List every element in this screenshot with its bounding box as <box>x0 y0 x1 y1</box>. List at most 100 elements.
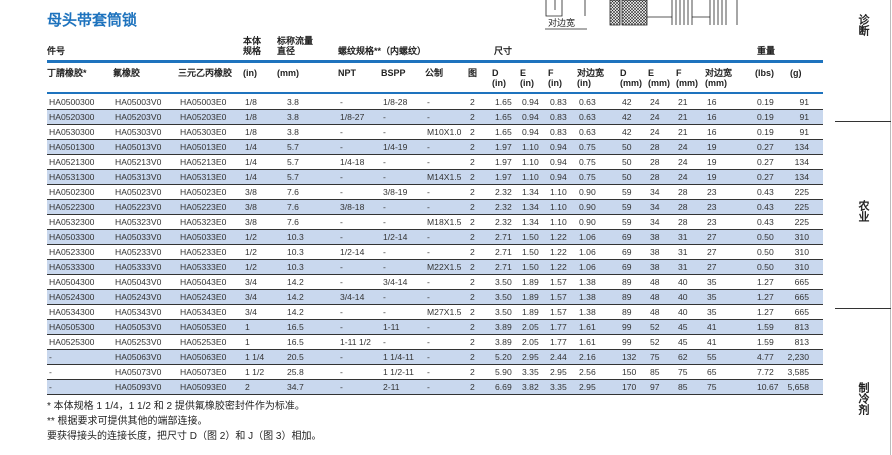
header-body-size-line2: 规格 <box>243 46 262 56</box>
table-cell: 2.71 <box>492 244 520 260</box>
side-tab-diagnostics[interactable]: 诊断 <box>835 14 891 41</box>
table-cell: - <box>381 214 425 230</box>
table-cell: - <box>425 154 468 170</box>
table-cell: 1 <box>243 319 277 335</box>
side-tab-refrigerant[interactable]: 制冷剂 <box>835 382 891 420</box>
table-cell: 0.50 <box>755 244 785 260</box>
table-cell: 0.50 <box>755 259 785 275</box>
table-cell: 3.50 <box>492 304 520 320</box>
table-cell: - <box>338 259 381 275</box>
table-cell: 42 <box>620 124 648 140</box>
table-cell: 0.63 <box>577 95 620 110</box>
table-cell: 28 <box>648 139 676 155</box>
table-cell: HA0532300 <box>47 214 113 230</box>
table-cell: 2.95 <box>548 364 577 380</box>
table-cell: 31 <box>676 244 705 260</box>
table-cell: 1.65 <box>492 109 520 125</box>
table-cell: 2 <box>468 379 492 395</box>
table-cell: - <box>338 319 381 335</box>
table-cell: 2 <box>468 214 492 230</box>
table-cell: M18X1.5 <box>425 214 468 230</box>
table-cell: 1.50 <box>520 259 548 275</box>
table-cell: HA05203E0 <box>178 109 243 125</box>
table-cell: 52 <box>648 334 676 350</box>
table-cell: 27 <box>705 244 755 260</box>
table-cell: M10X1.0 <box>425 124 468 140</box>
table-cell: 5.20 <box>492 349 520 365</box>
table-cell: HA0530300 <box>47 124 113 140</box>
table-row: - HA05073V0 HA05073E0 1 1/2 25.8-1 1/2-11-2 5… <box>47 364 823 380</box>
table-cell: - <box>381 109 425 125</box>
table-cell: HA05063V0 <box>113 349 178 365</box>
table-cell: 134 <box>785 169 823 185</box>
table-cell: HA05303V0 <box>113 124 178 140</box>
table-cell: 3/4-14 <box>381 274 425 290</box>
table-cell: 0.75 <box>577 169 620 185</box>
table-cell: HA05313E0 <box>178 169 243 185</box>
table-cell: 0.83 <box>548 109 577 125</box>
table-row: HA0534300 HA05343V0 HA05343E0 3/4 14.2- - M27X… <box>47 304 823 320</box>
table-cell: - <box>47 349 113 365</box>
table-cell: 2.32 <box>492 214 520 230</box>
table-cell: 3.50 <box>492 289 520 305</box>
table-cell: HA05253E0 <box>178 334 243 350</box>
side-tab-agriculture[interactable]: 农业 <box>835 200 891 227</box>
table-cell: 3/4 <box>243 274 277 290</box>
table-cell: HA0533300 <box>47 259 113 275</box>
table-cell: HA0531300 <box>47 169 113 185</box>
table-cell: 1.27 <box>755 274 785 290</box>
table-cell: 1.89 <box>520 289 548 305</box>
table-cell: 0.75 <box>577 139 620 155</box>
table-cell: 16 <box>705 95 755 110</box>
header-divider-thick <box>47 60 823 63</box>
table-row: HA0532300 HA05323V0 HA05323E0 3/8 7.6- - M18X1… <box>47 214 823 230</box>
table-cell: 27 <box>705 259 755 275</box>
table-cell: 0.94 <box>548 139 577 155</box>
footnote-3: 要获得接头的连接长度，把尺寸 D（图 2）和 J（图 3）相加。 <box>47 431 322 442</box>
table-cell: 1.22 <box>548 244 577 260</box>
table-row: HA0500300 HA05003V0 HA05003E0 1/8 3.8-1/8-28… <box>47 95 823 110</box>
side-divider <box>890 0 891 455</box>
table-cell: 48 <box>648 289 676 305</box>
table-cell: M14X1.5 <box>425 169 468 185</box>
table-cell: 1/8-27 <box>338 109 381 125</box>
table-cell: 1.50 <box>520 229 548 245</box>
header-flow-dia-line1: 标称流量 <box>277 36 314 46</box>
table-cell: 50 <box>620 139 648 155</box>
table-cell: 21 <box>676 109 705 125</box>
table-cell: 10.3 <box>277 229 338 245</box>
column-header: 丁腈橡胶* <box>47 68 87 78</box>
table-cell: 2.05 <box>520 319 548 335</box>
table-cell: - <box>338 379 381 395</box>
side-tab-label: 农业 <box>857 200 869 222</box>
table-cell: 0.75 <box>577 154 620 170</box>
table-cell: 0.63 <box>577 124 620 140</box>
table-cell: 1.10 <box>548 199 577 215</box>
table-cell: 1/2 <box>243 244 277 260</box>
column-header: 图 <box>468 68 478 78</box>
table-cell: 40 <box>676 274 705 290</box>
table-cell: 3.89 <box>492 319 520 335</box>
table-cell: - <box>47 364 113 380</box>
table-row: - HA05063V0 HA05063E0 1 1/4 20.5-1 1/4-11-2 5… <box>47 349 823 365</box>
table-cell: 50 <box>620 154 648 170</box>
table-cell: HA05213V0 <box>113 154 178 170</box>
table-cell: 2 <box>468 289 492 305</box>
table-cell: 2 <box>468 319 492 335</box>
table-cell: 52 <box>648 319 676 335</box>
table-cell: 14.2 <box>277 304 338 320</box>
table-cell: HA05323E0 <box>178 214 243 230</box>
table-cell: HA05243V0 <box>113 289 178 305</box>
table-cell: 0.90 <box>577 214 620 230</box>
table-cell: 21 <box>676 95 705 110</box>
table-cell: 2.05 <box>520 334 548 350</box>
column-header: E (in) <box>520 68 534 88</box>
table-cell: 69 <box>620 244 648 260</box>
table-cell: 1-11 1/2 <box>338 334 381 350</box>
table-cell: 0.43 <box>755 199 785 215</box>
table-cell: 2 <box>468 334 492 350</box>
table-cell: 16 <box>705 109 755 125</box>
table-cell: 3.82 <box>520 379 548 395</box>
table-cell: 1.97 <box>492 139 520 155</box>
table-cell: - <box>425 95 468 110</box>
